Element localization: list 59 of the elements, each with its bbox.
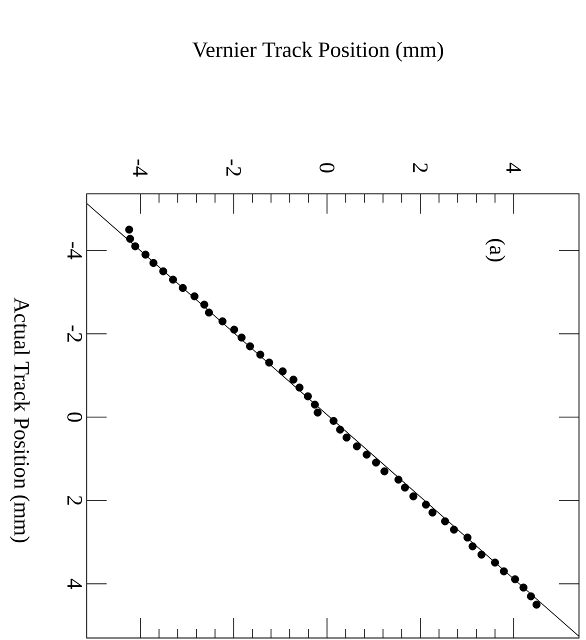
- y-tick-label: 2: [67, 496, 82, 505]
- point: [265, 358, 274, 367]
- point: [141, 250, 150, 259]
- point: [336, 426, 344, 434]
- point: [178, 284, 187, 292]
- point: [372, 458, 380, 467]
- point: [352, 442, 361, 450]
- x-tick-label: 0: [320, 163, 334, 172]
- point: [218, 317, 226, 326]
- point: [526, 592, 535, 600]
- y-tick-label: 0: [67, 412, 82, 422]
- point: [125, 226, 134, 234]
- point: [304, 392, 312, 400]
- point: [463, 534, 472, 542]
- x-tick-label: -4: [133, 159, 148, 177]
- point: [126, 234, 134, 243]
- y-tick-label: -2: [67, 325, 82, 342]
- point: [310, 400, 319, 409]
- point: [422, 500, 430, 509]
- y-tick-label: 4: [67, 578, 82, 589]
- point: [394, 476, 402, 484]
- point: [400, 484, 409, 492]
- point: [500, 567, 508, 576]
- point: [131, 242, 140, 250]
- x-tick-label: -2: [226, 159, 241, 176]
- point: [230, 326, 238, 334]
- point: [477, 550, 486, 559]
- y-tick-label: -4: [67, 242, 82, 260]
- point: [342, 434, 351, 442]
- point: [169, 276, 178, 284]
- point: [511, 575, 520, 584]
- point: [330, 416, 338, 425]
- point: [200, 300, 208, 309]
- x-axis-title: Vernier Track Position (mm): [192, 42, 444, 62]
- point: [204, 308, 213, 317]
- point: [159, 267, 168, 276]
- y-axis-title: Actual Track Position (mm): [10, 298, 30, 542]
- point: [256, 350, 264, 359]
- point: [380, 467, 388, 476]
- point: [149, 258, 158, 267]
- point: [532, 600, 541, 609]
- point: [468, 542, 477, 550]
- point: [314, 408, 322, 417]
- point: [409, 492, 418, 500]
- point: [289, 376, 298, 384]
- x-tick-label: 4: [506, 162, 521, 173]
- point: [428, 508, 436, 517]
- point: [190, 292, 198, 300]
- point: [246, 342, 254, 350]
- point: [362, 450, 371, 459]
- point: [238, 334, 246, 342]
- point: [278, 367, 287, 376]
- point: [450, 526, 458, 534]
- x-tick-label: 2: [413, 163, 428, 172]
- annotation: (a): [485, 239, 506, 262]
- point: [441, 517, 450, 526]
- point: [295, 384, 304, 392]
- point: [519, 584, 528, 592]
- point: [491, 558, 500, 567]
